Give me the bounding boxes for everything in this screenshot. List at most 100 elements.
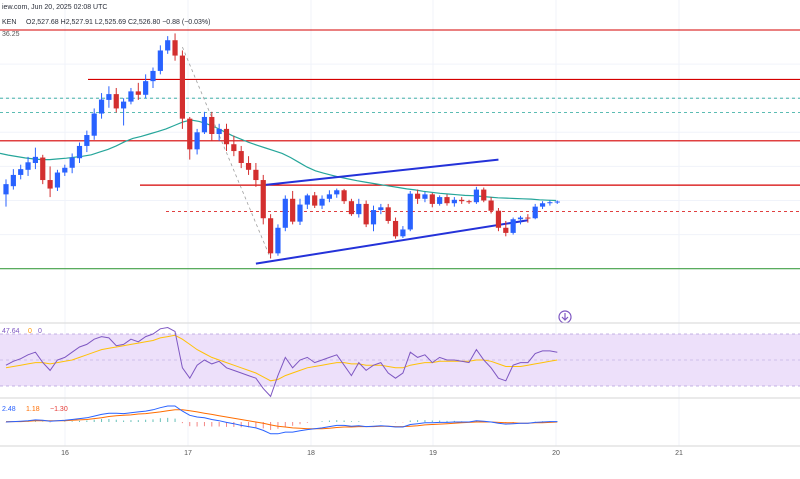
- candle: [297, 198, 303, 226]
- candle-body: [437, 197, 443, 204]
- candle: [84, 130, 90, 153]
- candle-body: [503, 227, 509, 233]
- candle-body: [76, 145, 83, 159]
- candle-body: [135, 91, 141, 95]
- candle-body: [32, 156, 38, 163]
- candle: [113, 87, 119, 113]
- candle-body: [290, 198, 296, 222]
- candle-body: [356, 203, 362, 215]
- candle-body: [459, 199, 465, 202]
- candle: [260, 174, 266, 225]
- candle: [503, 220, 509, 237]
- candle-body: [415, 193, 421, 199]
- ticker-fragment: KEN: [2, 19, 16, 26]
- candle: [106, 86, 112, 108]
- candle: [356, 198, 362, 218]
- candle: [275, 224, 281, 256]
- candle-body: [334, 190, 340, 195]
- macd-header-value: 2.48: [2, 406, 16, 413]
- candle-body: [517, 217, 524, 220]
- macd-header-value: 1.18: [26, 406, 40, 413]
- macd-header-value: −1.30: [50, 406, 68, 413]
- candle: [179, 50, 185, 129]
- candle-body: [106, 94, 112, 100]
- channel-lines: [182, 46, 529, 265]
- candle-body: [348, 201, 355, 215]
- candle: [312, 191, 318, 209]
- candle-body: [539, 203, 546, 207]
- candle-body: [554, 201, 560, 203]
- candle: [187, 116, 193, 160]
- rsi-ma-line: [5, 334, 558, 382]
- ma-value: 36.25: [2, 31, 20, 38]
- candle-body: [201, 116, 208, 133]
- x-tick-label: 20: [552, 450, 560, 457]
- candle-body: [304, 195, 310, 205]
- ma-line: [0, 119, 557, 202]
- candle-body: [451, 199, 457, 204]
- candle: [517, 215, 524, 225]
- candle-body: [194, 132, 200, 150]
- candle: [69, 153, 75, 174]
- candle: [459, 197, 465, 204]
- candle-body: [84, 135, 90, 146]
- candle-body: [429, 194, 435, 204]
- candle: [157, 45, 163, 75]
- candle-body: [370, 210, 377, 225]
- macd-signal-line: [6, 409, 558, 430]
- candle-body: [187, 118, 193, 150]
- candle: [451, 197, 457, 207]
- candle-body: [444, 197, 450, 204]
- candle: [245, 156, 252, 175]
- candle: [488, 197, 494, 214]
- candle: [304, 193, 310, 210]
- candle-body: [392, 220, 399, 237]
- candle: [392, 217, 399, 239]
- candle-body: [275, 227, 281, 254]
- channel-upper-line: [263, 158, 499, 187]
- candle-body: [363, 203, 369, 225]
- candle: [429, 192, 435, 208]
- candle: [10, 169, 16, 190]
- candle: [238, 145, 244, 169]
- candle: [62, 164, 68, 176]
- candle: [135, 82, 141, 100]
- candle-body: [179, 55, 185, 119]
- candle: [128, 87, 134, 105]
- x-tick-label: 21: [675, 450, 683, 457]
- candle: [231, 135, 237, 157]
- candle-body: [326, 194, 332, 199]
- candle-body: [165, 40, 171, 51]
- candle: [91, 108, 97, 140]
- x-tick-label: 19: [429, 450, 437, 457]
- candle-body: [18, 169, 24, 175]
- candle: [47, 166, 53, 198]
- candle: [98, 93, 105, 119]
- rsi-header: 47.64 0 0: [2, 328, 42, 335]
- candle: [326, 190, 332, 203]
- candle-body: [47, 180, 53, 189]
- candle-body: [378, 207, 384, 211]
- candle: [554, 200, 560, 204]
- candle-body: [98, 99, 105, 114]
- candle: [32, 147, 38, 170]
- candle: [268, 214, 274, 259]
- candle-body: [231, 144, 237, 152]
- candlesticks: [3, 33, 560, 259]
- candle: [165, 36, 171, 54]
- candle: [201, 111, 208, 135]
- ohlc-readout: O2,527.68 H2,527.91 L2,525.69 C2,526.80 …: [26, 19, 210, 26]
- candle: [54, 169, 61, 191]
- candle-body: [62, 167, 68, 173]
- macd-line: [5, 405, 558, 435]
- candle-body: [495, 210, 502, 228]
- candle: [525, 214, 531, 223]
- candle-body: [3, 184, 9, 195]
- candle-body: [157, 50, 163, 71]
- moving-average: [0, 119, 557, 202]
- candle: [18, 164, 24, 180]
- candle: [25, 156, 31, 176]
- candle-body: [282, 198, 288, 228]
